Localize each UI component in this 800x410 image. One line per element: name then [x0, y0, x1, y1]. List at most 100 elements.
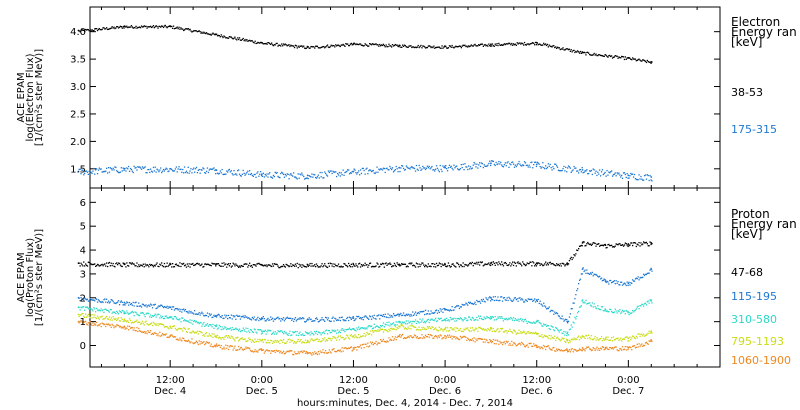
data-point	[338, 264, 339, 265]
data-point	[246, 316, 247, 317]
data-point	[236, 39, 237, 40]
data-point	[448, 319, 449, 320]
data-point	[178, 28, 179, 29]
data-point	[284, 177, 285, 178]
data-point	[351, 173, 352, 174]
data-point	[224, 336, 225, 337]
data-point	[599, 350, 600, 351]
data-point	[251, 341, 252, 342]
data-point	[431, 335, 432, 336]
data-point	[421, 327, 422, 328]
data-value-mark	[353, 328, 355, 330]
data-point	[134, 264, 135, 265]
data-point	[496, 318, 497, 319]
data-point	[384, 45, 385, 46]
data-point	[529, 263, 530, 264]
data-point	[211, 336, 212, 337]
data-point	[463, 169, 464, 170]
data-point	[548, 337, 549, 338]
data-point	[148, 313, 149, 314]
data-point	[284, 320, 285, 321]
data-point	[350, 317, 351, 318]
data-point	[439, 337, 440, 338]
data-point	[234, 37, 235, 38]
data-point	[415, 319, 416, 320]
data-point	[89, 301, 90, 302]
data-point	[492, 299, 493, 300]
data-point	[182, 318, 183, 319]
data-point	[370, 342, 371, 343]
data-point	[374, 324, 375, 325]
data-point	[595, 54, 596, 55]
data-point	[459, 308, 460, 309]
data-point	[508, 297, 509, 298]
data-point	[104, 318, 105, 319]
data-point	[360, 43, 361, 44]
data-point	[601, 171, 602, 172]
data-point	[159, 170, 160, 171]
data-point	[148, 304, 149, 305]
data-point	[587, 242, 588, 243]
data-point	[638, 244, 639, 245]
data-point	[226, 335, 227, 336]
data-point	[189, 328, 190, 329]
data-point	[522, 43, 523, 44]
data-point	[348, 320, 349, 321]
data-point	[102, 316, 103, 317]
data-point	[459, 319, 460, 320]
data-point	[85, 263, 86, 264]
data-point	[581, 338, 582, 339]
data-point	[327, 175, 328, 176]
data-value-mark	[536, 262, 538, 264]
data-point	[575, 318, 576, 319]
data-point	[432, 47, 433, 48]
data-point	[584, 338, 585, 339]
data-value-mark	[566, 262, 568, 264]
data-value-mark	[353, 43, 355, 45]
data-point	[372, 330, 373, 331]
data-point	[225, 263, 226, 264]
data-value-mark	[650, 61, 652, 63]
data-point	[238, 169, 239, 170]
data-point	[417, 46, 418, 47]
data-point	[127, 168, 128, 169]
data-point	[644, 345, 645, 346]
data-point	[438, 170, 439, 171]
data-point	[592, 244, 593, 245]
data-value-mark	[398, 263, 400, 265]
data-point	[552, 327, 553, 328]
data-point	[347, 266, 348, 267]
data-point	[190, 341, 191, 342]
data-value-mark	[78, 314, 80, 316]
data-point	[372, 316, 373, 317]
x-axis-label: hours:minutes, Dec. 4, 2014 - Dec. 7, 20…	[297, 398, 513, 409]
data-point	[420, 264, 421, 265]
data-point	[322, 338, 323, 339]
data-point	[148, 266, 149, 267]
data-point	[198, 344, 199, 345]
data-point	[255, 174, 256, 175]
data-point	[264, 176, 265, 177]
data-point	[89, 315, 90, 316]
data-point	[474, 163, 475, 164]
data-point	[158, 171, 159, 172]
data-point	[569, 349, 570, 350]
data-point	[569, 260, 570, 261]
data-point	[165, 25, 166, 26]
data-point	[129, 302, 130, 303]
data-point	[355, 330, 356, 331]
data-point	[174, 170, 175, 171]
data-point	[138, 264, 139, 265]
data-point	[155, 265, 156, 266]
data-point	[564, 334, 565, 335]
data-point	[413, 315, 414, 316]
data-point	[232, 318, 233, 319]
data-point	[542, 44, 543, 45]
data-point	[205, 343, 206, 344]
data-point	[282, 352, 283, 353]
data-point	[166, 316, 167, 317]
data-point	[287, 341, 288, 342]
data-point	[114, 266, 115, 267]
data-point	[209, 313, 210, 314]
data-value-mark	[307, 340, 309, 342]
